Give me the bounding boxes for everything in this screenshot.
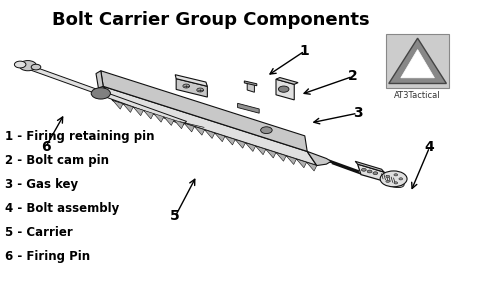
Circle shape xyxy=(386,180,390,183)
Polygon shape xyxy=(235,140,245,148)
Circle shape xyxy=(19,61,36,71)
Polygon shape xyxy=(176,79,207,97)
Polygon shape xyxy=(389,38,446,83)
Polygon shape xyxy=(144,110,154,119)
Polygon shape xyxy=(103,86,317,166)
Circle shape xyxy=(393,181,403,187)
Polygon shape xyxy=(175,75,207,86)
Circle shape xyxy=(31,64,41,70)
Circle shape xyxy=(373,172,378,175)
Text: 3: 3 xyxy=(413,64,422,77)
Polygon shape xyxy=(245,143,255,151)
Polygon shape xyxy=(204,130,215,138)
Polygon shape xyxy=(164,117,174,125)
Polygon shape xyxy=(96,71,103,88)
Text: 5: 5 xyxy=(170,209,180,224)
Circle shape xyxy=(361,168,366,171)
Text: 2: 2 xyxy=(348,69,358,83)
Circle shape xyxy=(399,178,403,180)
Polygon shape xyxy=(123,104,133,112)
Text: 1 - Firing retaining pin: 1 - Firing retaining pin xyxy=(5,130,154,143)
Polygon shape xyxy=(276,79,294,100)
Polygon shape xyxy=(113,100,123,109)
Polygon shape xyxy=(276,78,298,84)
Text: 6: 6 xyxy=(41,140,50,154)
Circle shape xyxy=(394,174,398,176)
Polygon shape xyxy=(401,50,434,78)
Polygon shape xyxy=(154,113,164,122)
Circle shape xyxy=(380,171,407,187)
Text: 4: 4 xyxy=(425,140,434,154)
Text: 2 - Bolt cam pin: 2 - Bolt cam pin xyxy=(5,154,109,167)
Polygon shape xyxy=(286,156,297,164)
Circle shape xyxy=(386,175,390,177)
Circle shape xyxy=(387,179,400,187)
Polygon shape xyxy=(133,107,144,116)
Circle shape xyxy=(395,182,404,187)
Circle shape xyxy=(261,127,272,134)
Text: 3: 3 xyxy=(353,106,362,120)
Circle shape xyxy=(367,170,372,173)
Text: 4 - Bolt assembly: 4 - Bolt assembly xyxy=(5,202,119,215)
FancyBboxPatch shape xyxy=(386,34,449,88)
Circle shape xyxy=(14,61,26,68)
Polygon shape xyxy=(184,123,194,132)
Text: 6 - Firing Pin: 6 - Firing Pin xyxy=(5,250,90,263)
Circle shape xyxy=(394,182,398,184)
Text: 5 - Carrier: 5 - Carrier xyxy=(5,226,72,239)
Text: AT3Tactical: AT3Tactical xyxy=(394,91,441,100)
Text: 3 - Gas key: 3 - Gas key xyxy=(5,178,78,191)
Polygon shape xyxy=(194,127,204,135)
Circle shape xyxy=(91,88,110,99)
Polygon shape xyxy=(238,103,259,113)
Polygon shape xyxy=(266,149,276,158)
Polygon shape xyxy=(17,62,187,125)
Polygon shape xyxy=(247,82,254,92)
Circle shape xyxy=(197,88,204,92)
Polygon shape xyxy=(307,162,317,171)
Polygon shape xyxy=(307,151,331,166)
Circle shape xyxy=(391,180,402,187)
Polygon shape xyxy=(276,153,286,161)
Polygon shape xyxy=(244,81,257,86)
Polygon shape xyxy=(225,136,235,145)
Text: Bolt Carrier Group Components: Bolt Carrier Group Components xyxy=(52,11,370,29)
Circle shape xyxy=(183,84,190,88)
Text: 1: 1 xyxy=(300,44,310,58)
Polygon shape xyxy=(355,161,384,172)
Polygon shape xyxy=(101,71,307,151)
Circle shape xyxy=(278,86,289,92)
Polygon shape xyxy=(358,164,389,183)
Polygon shape xyxy=(255,146,266,155)
Polygon shape xyxy=(215,133,225,142)
Polygon shape xyxy=(174,120,184,129)
Circle shape xyxy=(389,180,401,187)
Polygon shape xyxy=(297,159,307,168)
